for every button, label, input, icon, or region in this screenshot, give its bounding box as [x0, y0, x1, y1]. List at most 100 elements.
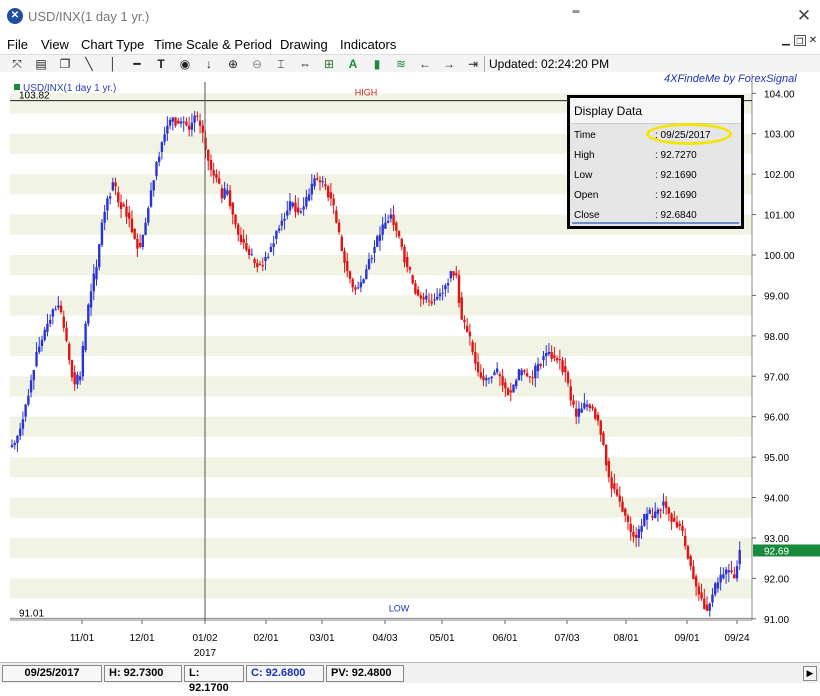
- menu-indicators[interactable]: Indicators: [340, 37, 397, 52]
- menu-chart-type[interactable]: Chart Type: [81, 37, 145, 52]
- fit-icon[interactable]: ⌶: [277, 57, 285, 71]
- candle-body: [662, 501, 665, 506]
- low-label: LOW: [389, 603, 410, 613]
- status-close: C: 92.6800: [246, 665, 324, 682]
- last-price-label: 92.69: [764, 546, 789, 557]
- candle-body: [640, 525, 643, 532]
- candle-body: [122, 204, 125, 207]
- mdi-close-icon[interactable]: ✕: [808, 35, 818, 46]
- candle-body: [163, 134, 166, 142]
- candle-body: [523, 370, 526, 372]
- candle-body: [247, 248, 251, 256]
- dd-label: High: [574, 150, 595, 161]
- line-draw-icon[interactable]: ╲: [85, 57, 93, 71]
- candle-body: [144, 222, 147, 235]
- mdi-minimize-icon[interactable]: ▁: [782, 35, 790, 46]
- candle-body: [264, 257, 267, 262]
- font-a-icon[interactable]: A: [348, 57, 358, 71]
- menu-drawing[interactable]: Drawing: [280, 37, 328, 52]
- zoom-out-icon[interactable]: ⊖: [251, 57, 263, 71]
- candle-body: [493, 372, 496, 376]
- candle-body: [138, 242, 142, 247]
- chart-band: [10, 214, 752, 235]
- expand-icon[interactable]: ⇔: [299, 57, 311, 71]
- candle-body: [373, 246, 376, 253]
- candle-body: [29, 380, 33, 393]
- candle-body: [411, 275, 414, 284]
- candle-body: [27, 395, 30, 405]
- y-tick-label: 94.00: [764, 494, 789, 505]
- candle-body: [550, 352, 553, 359]
- print-icon[interactable]: ▤: [35, 57, 47, 71]
- arrow-left-icon[interactable]: ←: [419, 57, 431, 71]
- candle-body: [100, 222, 104, 245]
- scroll-right-icon[interactable]: ▶: [803, 666, 817, 681]
- chart-band: [10, 578, 752, 599]
- minimize-icon[interactable]: ‗: [572, 0, 580, 13]
- highlight-oval: [646, 123, 732, 145]
- candle-body: [177, 120, 180, 124]
- candle-body: [92, 273, 95, 292]
- candle-body: [719, 574, 722, 583]
- candle-body: [708, 603, 711, 611]
- zigzag-icon[interactable]: ≋: [395, 57, 407, 71]
- menu-file[interactable]: File: [7, 37, 28, 52]
- candle-body: [267, 256, 270, 258]
- scroll-end-icon[interactable]: ⇥: [467, 57, 479, 71]
- dd-label: Time: [574, 130, 596, 141]
- candle-body: [226, 190, 229, 195]
- bar-chart-icon[interactable]: ▮: [373, 57, 381, 71]
- close-icon[interactable]: ✕: [796, 6, 812, 25]
- candle-body: [324, 184, 327, 187]
- candle-body: [171, 117, 175, 122]
- zoom-in-icon[interactable]: ⊕: [227, 57, 239, 71]
- candle-body: [81, 345, 85, 377]
- candle-body: [515, 380, 518, 387]
- candle-body: [40, 339, 44, 346]
- symbol-icon[interactable]: ⤧: [12, 57, 22, 71]
- candle-body: [615, 489, 619, 496]
- candle-body: [152, 180, 155, 191]
- price-chart[interactable]: 91.00 92.00 93.00 94.00 95.00 96.00 97.00 98.00…: [0, 74, 820, 662]
- text-icon[interactable]: T: [157, 57, 165, 71]
- arrow-down-icon[interactable]: ↓: [206, 57, 212, 71]
- candle-body: [316, 178, 319, 180]
- x-tick-label: 09/24: [724, 633, 749, 644]
- x-tick-label: 05/01: [429, 633, 454, 644]
- copy-icon[interactable]: ❐: [59, 57, 71, 71]
- circle-target-icon[interactable]: ◉: [179, 57, 191, 71]
- candle-body: [187, 125, 191, 130]
- candle-body: [280, 220, 284, 226]
- candle-body: [694, 576, 698, 587]
- dd-underline: [572, 222, 739, 224]
- candle-body: [733, 574, 736, 579]
- candle-body: [482, 376, 485, 381]
- candle-body: [520, 370, 523, 376]
- candle-body: [220, 188, 224, 199]
- candle-body: [359, 282, 363, 288]
- vertical-line-icon[interactable]: │: [109, 57, 117, 71]
- candle-body: [697, 586, 701, 595]
- candle-body: [449, 271, 453, 279]
- arrow-right-icon[interactable]: →: [443, 57, 455, 71]
- horizontal-line-icon[interactable]: ━: [133, 57, 141, 71]
- candle-body: [329, 192, 333, 199]
- toolbar-separator: [484, 56, 485, 72]
- candle-body: [133, 228, 136, 239]
- candle-body: [610, 477, 613, 489]
- candle-body: [528, 376, 532, 378]
- y-tick-label: 95.00: [764, 453, 789, 464]
- candle-body: [566, 372, 570, 384]
- candle-body: [237, 224, 240, 235]
- menu-view[interactable]: View: [41, 37, 69, 52]
- fibonacci-icon[interactable]: ⊞: [323, 57, 335, 71]
- candle-body: [283, 218, 286, 221]
- x-tick-label: 11/01: [70, 633, 95, 644]
- candle-body: [425, 295, 428, 300]
- mdi-restore-icon[interactable]: ❐: [794, 35, 806, 46]
- candle-body: [253, 259, 256, 264]
- chart-band: [10, 416, 752, 437]
- menu-time-scale[interactable]: Time Scale & Period: [154, 37, 273, 52]
- candle-body: [452, 271, 455, 276]
- candle-body: [48, 319, 52, 324]
